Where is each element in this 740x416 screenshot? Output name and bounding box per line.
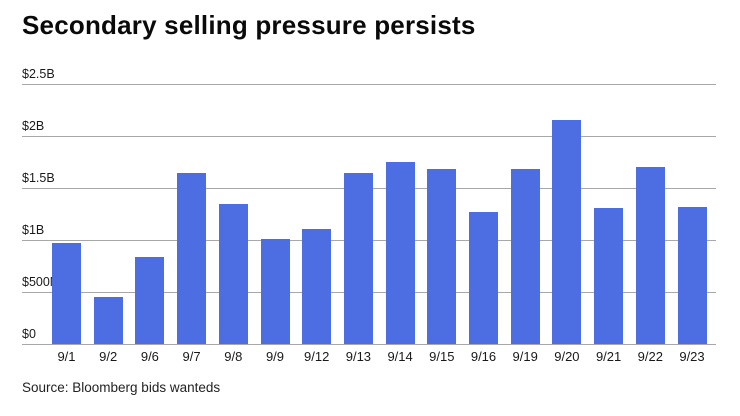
bar-9/2 xyxy=(93,297,123,344)
bar-9/15 xyxy=(427,169,457,344)
x-axis-tick-label: 9/9 xyxy=(265,349,285,364)
x-axis-tick-label: 9/19 xyxy=(512,349,538,364)
gridline xyxy=(22,343,716,345)
y-axis-tick-label: $500M xyxy=(22,275,61,289)
x-axis-tick-label: 9/23 xyxy=(679,349,705,364)
x-axis-tick-label: 9/1 xyxy=(57,349,76,364)
x-axis-tick-label: 9/22 xyxy=(637,349,663,364)
bar-9/21 xyxy=(594,208,624,344)
x-axis-tick-label: 9/6 xyxy=(140,349,159,364)
bar-9/7 xyxy=(177,173,207,344)
source-note: Source: Bloomberg bids wanteds xyxy=(22,380,221,395)
y-axis-tick-label: $0 xyxy=(22,327,36,341)
bar-chart: $0 $500M $1B $1.5B $2B $2.5B 9/1 9/2 9/6 9/7 9/8 9… xyxy=(22,67,716,364)
bar-9/20 xyxy=(552,120,582,344)
x-axis-tick-label: 9/15 xyxy=(429,349,455,364)
x-axis-tick-label: 9/12 xyxy=(304,349,330,364)
bar-9/1 xyxy=(52,243,81,344)
bar-9/14 xyxy=(385,162,415,344)
gridline xyxy=(22,83,716,85)
gridline xyxy=(22,135,716,137)
x-axis-tick-label: 9/2 xyxy=(99,349,118,364)
x-axis-tick-label: 9/8 xyxy=(224,349,243,364)
bar-9/12 xyxy=(302,229,332,344)
bar-9/19 xyxy=(510,169,540,344)
bar-9/8 xyxy=(218,204,248,344)
x-axis-tick-label: 9/13 xyxy=(345,349,372,364)
y-axis-tick-label: $2B xyxy=(22,119,45,133)
bar-9/6 xyxy=(135,257,165,344)
bar-9/16 xyxy=(469,212,498,344)
bar-9/9 xyxy=(260,239,290,344)
chart-title: Secondary selling pressure persists xyxy=(22,10,476,40)
bar-9/13 xyxy=(343,173,373,344)
bar-9/23 xyxy=(677,207,707,344)
y-axis-tick-label: $1B xyxy=(22,223,45,237)
x-axis-tick-label: 9/7 xyxy=(182,349,201,364)
x-axis-tick-label: 9/16 xyxy=(470,349,497,364)
y-axis-tick-label: $2.5B xyxy=(22,67,55,81)
x-axis-tick-label: 9/20 xyxy=(554,349,580,364)
bar-9/22 xyxy=(635,167,665,344)
x-axis-tick-label: 9/14 xyxy=(387,349,413,364)
y-axis-tick-label: $1.5B xyxy=(22,171,55,185)
x-axis-tick-label: 9/21 xyxy=(595,349,622,364)
